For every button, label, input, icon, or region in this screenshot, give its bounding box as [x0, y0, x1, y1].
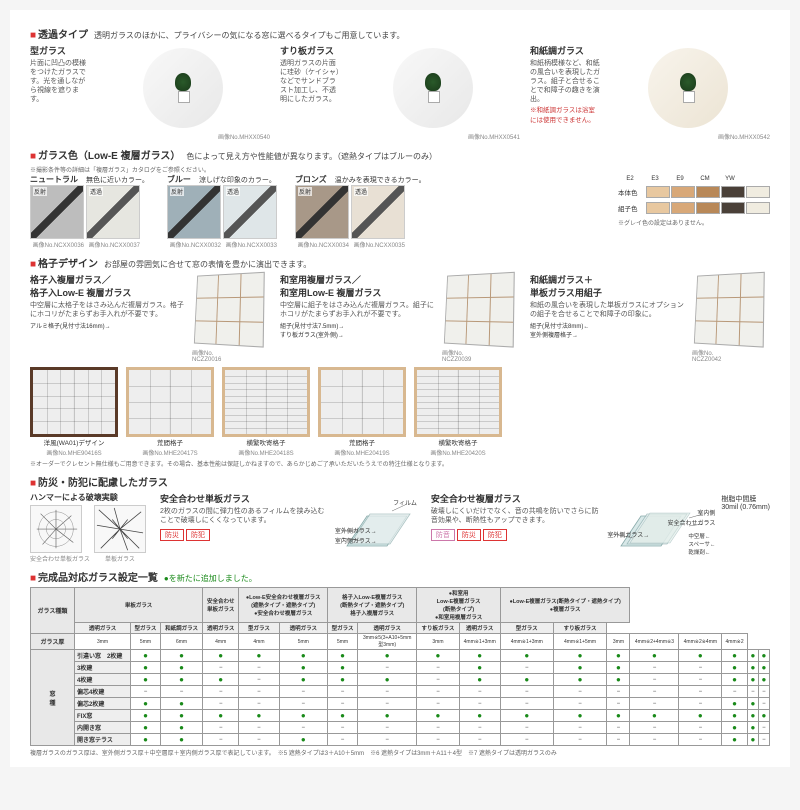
lattice-order-note: ※オーダーでクレセント無仕様もご用意できます。その場合、基本性能は保証しかねます… [30, 459, 770, 468]
trans-2-note: ※和紙調ガラスは浴室には使用できません。 [530, 104, 600, 124]
trans-0-image [143, 48, 223, 128]
hammer-test: ハンマーによる破壊実験 安全合わせ単板ガラス 単板ガラス [30, 492, 150, 563]
color-group-2: ブロンズ 温かみを表現できるカラー。 反射画像No.NCXX0034 透過画像N… [295, 174, 426, 249]
transparency-row: 型ガラス 片面に凹凸の模様をつけたガラスです。光を通しながら視線を遮ります。 画… [30, 44, 770, 141]
lattice-bottom-row: 洋風(WA01)デザイン画像No.MHE90416S荒間格子画像No.MHE20… [30, 367, 770, 457]
catalog-page: ■透過タイプ透明ガラスのほかに、プライバシーの気になる窓に選べるタイプもご用意し… [10, 10, 790, 767]
trans-0-desc: 片面に凹凸の模様をつけたガラスです。光を通しながら視線を遮ります。 [30, 59, 90, 104]
color-group-0: ニュートラル 無色に近いカラー。 反射画像No.NCXX0036 透過画像No.… [30, 174, 149, 249]
safety-glass-diagram-right: 室内側 安全合わせガラス 室外側ガラス→ 中空層← スペーサ← 乾燥剤← [611, 496, 711, 556]
palette: E2E3E9CMYW 本体色組子色 ※グレイ色の設定はありません。 [618, 174, 770, 227]
safety-left: 安全合わせ単板ガラス 2枚のガラスの間に弾力性のあるフィルムを挟み込むことで破壊… [160, 492, 421, 563]
safety-row: ハンマーによる破壊実験 安全合わせ単板ガラス 単板ガラス 安全合わせ単板ガラス … [30, 492, 770, 563]
table-footnote: 複層ガラスのガラス厚は、室外側ガラス厚＋中空層厚＋室内側ガラス厚で表記しています… [30, 748, 770, 757]
trans-0-name: 型ガラス [30, 44, 90, 57]
section-color-title: ■ガラス色（Low-E 複層ガラス）色によって見え方や性能値が異なります。（遮熱… [30, 147, 770, 162]
lattice-win-4: 横繁吹寄格子画像No.MHE20420S [414, 367, 502, 457]
color-row: ニュートラル 無色に近いカラー。 反射画像No.NCXX0036 透過画像No.… [30, 174, 770, 249]
spec-table: ガラス種類単板ガラス安全合わせ 単板ガラス●Low-E安全合わせ複層ガラス (遮… [30, 587, 770, 746]
trans-1-desc: 透明ガラスの片面に珪砂（ケイシャ）などでサンドブラスト加工し、不透明にしたガラス… [280, 59, 340, 104]
color-note: ※撮影条件等の詳細は「複層ガラス」カタログをご参照ください。 [30, 165, 770, 174]
color-group-1: ブルー 涼しげな印象のカラー。 反射画像No.NCXX0032 透過画像No.N… [167, 174, 277, 249]
lattice-win-3: 荒間格子画像No.MHE20419S [318, 367, 406, 457]
trans-2-image [648, 48, 728, 128]
resin-label: 樹脂中間膜 30mil (0.76mm) [721, 494, 770, 563]
section-table-title: ■完成品対応ガラス設定一覧●を新たに追加しました。 [30, 569, 770, 584]
break-img-b [94, 505, 146, 553]
trans-2-name: 和紙調ガラス [530, 44, 600, 57]
break-img-a [30, 505, 82, 553]
lattice-top-0: 格子入複層ガラス／ 格子入Low-E 複層ガラス中空層に太格子をはさみ込んだ複層… [30, 273, 270, 363]
trans-item-0: 型ガラス 片面に凹凸の模様をつけたガラスです。光を通しながら視線を遮ります。 画… [30, 44, 270, 141]
lattice-top-row: 格子入複層ガラス／ 格子入Low-E 複層ガラス中空層に太格子をはさみ込んだ複層… [30, 273, 770, 363]
trans-1-name: すり板ガラス [280, 44, 340, 57]
trans-item-1: すり板ガラス 透明ガラスの片面に珪砂（ケイシャ）などでサンドブラスト加工し、不透… [280, 44, 520, 141]
lattice-win-2: 横繁吹寄格子画像No.MHE20418S [222, 367, 310, 457]
section-transparency-title: ■透過タイプ透明ガラスのほかに、プライバシーの気になる窓に選べるタイプもご用意し… [30, 26, 770, 41]
safety-glass-diagram-left: 室外側ガラス→ 室内側ガラス→ フィルム [337, 496, 417, 556]
lattice-top-2: 和紙調ガラス＋ 単板ガラス用組子和紙の風合いを表現した単板ガラスにオプションの組… [530, 273, 770, 363]
safety-right: 安全合わせ複層ガラス 破壊しにくいだけでなく、音の共鳴を防いでさらに防音効果や、… [431, 492, 770, 563]
trans-1-image [393, 48, 473, 128]
trans-2-desc: 和紙柄模様など、和紙の風合いを表現したガラス。組子と合せることで和障子の趣きを演… [530, 59, 600, 104]
lattice-win-0: 洋風(WA01)デザイン画像No.MHE90416S [30, 367, 118, 457]
lattice-win-1: 荒間格子画像No.MHE20417S [126, 367, 214, 457]
section-safety-title: ■防災・防犯に配慮したガラス [30, 474, 770, 489]
lattice-top-1: 和室用複層ガラス／ 和室用Low-E 複層ガラス中空層に組子をはさみ込んだ複層ガ… [280, 273, 520, 363]
trans-item-2: 和紙調ガラス 和紙柄模様など、和紙の風合いを表現したガラス。組子と合せることで和… [530, 44, 770, 141]
section-lattice-title: ■格子デザインお部屋の雰囲気に合せて窓の表情を豊かに演出できます。 [30, 255, 770, 270]
